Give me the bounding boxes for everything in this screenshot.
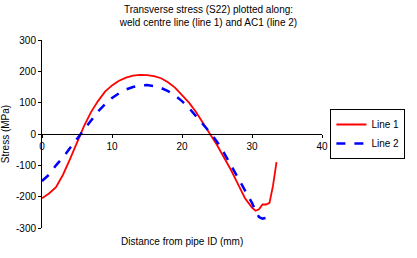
svg-text:10: 10 <box>106 141 118 152</box>
svg-text:300: 300 <box>19 35 36 46</box>
svg-text:Line 2: Line 2 <box>371 138 399 149</box>
svg-text:100: 100 <box>19 97 36 108</box>
svg-text:-200: -200 <box>16 191 36 202</box>
svg-text:0: 0 <box>30 129 36 140</box>
svg-text:Transverse stress (S22) plotte: Transverse stress (S22) plotted along:we… <box>119 4 297 28</box>
svg-text:-100: -100 <box>16 160 36 171</box>
svg-text:40: 40 <box>316 141 328 152</box>
svg-text:Line 1: Line 1 <box>371 119 399 130</box>
svg-text:20: 20 <box>176 141 188 152</box>
svg-text:200: 200 <box>19 66 36 77</box>
svg-text:30: 30 <box>246 141 258 152</box>
svg-text:Stress (MPa): Stress (MPa) <box>0 105 11 163</box>
svg-text:-300: -300 <box>16 223 36 234</box>
svg-text:0: 0 <box>39 141 45 152</box>
svg-text:Distance from pipe ID (mm): Distance from pipe ID (mm) <box>121 236 243 247</box>
